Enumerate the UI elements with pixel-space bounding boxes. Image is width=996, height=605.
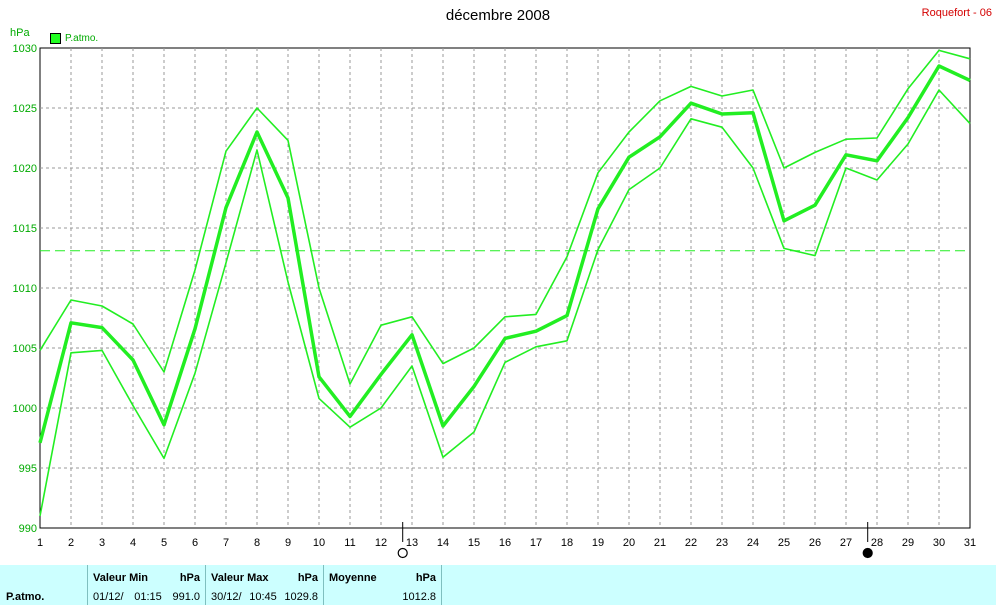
y-tick-label: 1005 — [13, 343, 37, 355]
x-tick-label: 24 — [747, 537, 759, 549]
stats-row-label-cell: P.atmo. — [0, 565, 88, 605]
x-tick-label: 20 — [623, 537, 635, 549]
min-unit: hPa — [179, 572, 200, 584]
series-line-min — [39, 89, 971, 517]
stats-row-label: P.atmo. — [6, 591, 45, 603]
x-tick-label: 14 — [437, 537, 449, 549]
legend-label: P.atmo. — [65, 33, 99, 44]
legend: P.atmo. — [50, 33, 98, 44]
x-tick-label: 2 — [68, 537, 74, 549]
x-tick-label: 5 — [161, 537, 167, 549]
x-tick-label: 8 — [254, 537, 260, 549]
pressure-chart: 1 2 3 4 5 6 7 8 9 10 11 12 13 14 15 16 17 18 19 20 21 22 23 24 2… — [13, 43, 976, 559]
x-tick-label: 10 — [313, 537, 325, 549]
stats-avg-cell: Moyenne hPa 1012.8 — [324, 565, 442, 605]
stats-empty-cell — [442, 565, 996, 605]
y-tick-label: 1000 — [13, 403, 37, 415]
min-header: Valeur Min — [93, 572, 149, 584]
stats-min-cell: Valeur Min hPa 01/12/01:15 991.0 — [88, 565, 206, 605]
stats-max-cell: Valeur Max hPa 30/12/10:45 1029.8 — [206, 565, 324, 605]
y-tick-label: 1010 — [13, 283, 37, 295]
y-tick-label: 1020 — [13, 163, 37, 175]
x-tick-label: 12 — [375, 537, 387, 549]
x-tick-label: 25 — [778, 537, 790, 549]
x-tick-label: 21 — [654, 537, 666, 549]
y-axis-unit: hPa — [10, 27, 30, 39]
x-tick-label: 15 — [468, 537, 480, 549]
x-tick-label: 31 — [964, 537, 976, 549]
x-tick-label: 27 — [840, 537, 852, 549]
x-tick-label: 19 — [592, 537, 604, 549]
x-tick-label: 28 — [871, 537, 883, 549]
x-tick-label: 13 — [406, 537, 418, 549]
x-tick-label: 17 — [530, 537, 542, 549]
y-tick-label: 1030 — [13, 43, 37, 55]
x-tick-label: 4 — [130, 537, 136, 549]
avg-value: 1012.8 — [402, 591, 436, 603]
chart-title: décembre 2008 — [445, 7, 551, 24]
y-tick-label: 1015 — [13, 223, 37, 235]
avg-header: Moyenne — [329, 572, 377, 584]
y-tick-label: 995 — [19, 463, 37, 475]
avg-unit: hPa — [415, 572, 436, 584]
min-time: 01:15 — [134, 591, 162, 603]
x-tick-label: 18 — [561, 537, 573, 549]
x-tick-label: 11 — [344, 537, 355, 549]
legend-swatch — [50, 33, 61, 44]
max-value: 1029.8 — [284, 591, 318, 603]
x-tick-label: 3 — [99, 537, 105, 549]
new-moon-icon — [862, 547, 873, 559]
max-header: Valeur Max — [211, 572, 269, 584]
x-tick-label: 16 — [499, 537, 511, 549]
x-tick-label: 26 — [809, 537, 821, 549]
station-name: Roquefort - 06 — [921, 7, 992, 19]
max-time: 10:45 — [249, 591, 277, 603]
y-tick-label: 990 — [19, 523, 37, 535]
min-value: 991.0 — [172, 591, 200, 603]
x-tick-label: 7 — [223, 537, 229, 549]
x-tick-label: 9 — [285, 537, 291, 549]
x-tick-label: 6 — [192, 537, 198, 549]
max-date: 30/12/ — [211, 591, 242, 603]
x-tick-label: 22 — [685, 537, 697, 549]
x-tick-label: 30 — [933, 537, 945, 549]
full-moon-icon — [397, 547, 408, 559]
min-date: 01/12/ — [93, 591, 124, 603]
series-line-max — [39, 49, 971, 385]
max-unit: hPa — [297, 572, 318, 584]
x-tick-label: 29 — [902, 537, 914, 549]
x-tick-label: 1 — [37, 537, 43, 549]
x-tick-label: 23 — [716, 537, 728, 549]
y-tick-label: 1025 — [13, 103, 37, 115]
stats-footer: P.atmo. Valeur Min hPa 01/12/01:15 991.0 V… — [0, 565, 996, 605]
series-line-mean — [38, 64, 971, 444]
